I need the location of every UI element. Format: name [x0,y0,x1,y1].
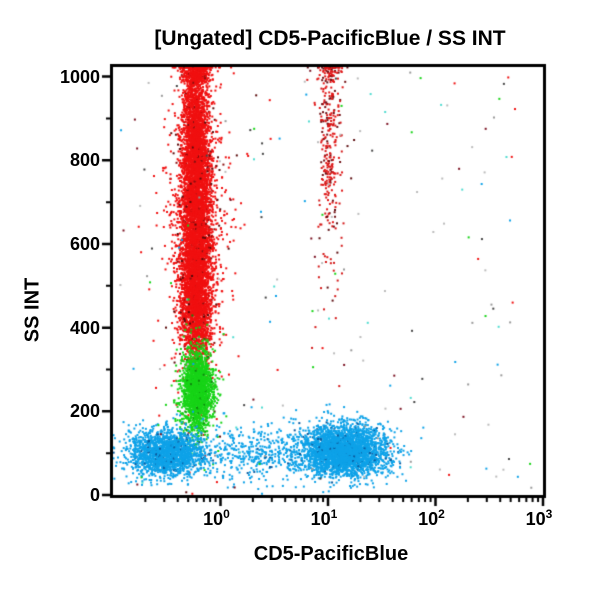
x-tick-label-1e2: 102 [418,507,445,529]
y-tick-label-200: 200 [69,401,100,422]
x-tick-label-1e1: 101 [310,507,338,529]
y-tick-label-800: 800 [69,150,100,171]
y-tick-label-0: 0 [89,485,100,505]
x-tick-label-1e0: 100 [203,507,230,529]
y-tick-label-600: 600 [69,233,100,254]
y-tick-label-1000: 1000 [59,66,100,87]
chart-title: [Ungated] CD5-PacificBlue / SS INT [154,27,506,50]
y-tick-label-400: 400 [69,317,100,338]
x-axis-label: CD5-PacificBlue [253,543,409,565]
x-tick-label-1e3: 103 [525,507,553,529]
